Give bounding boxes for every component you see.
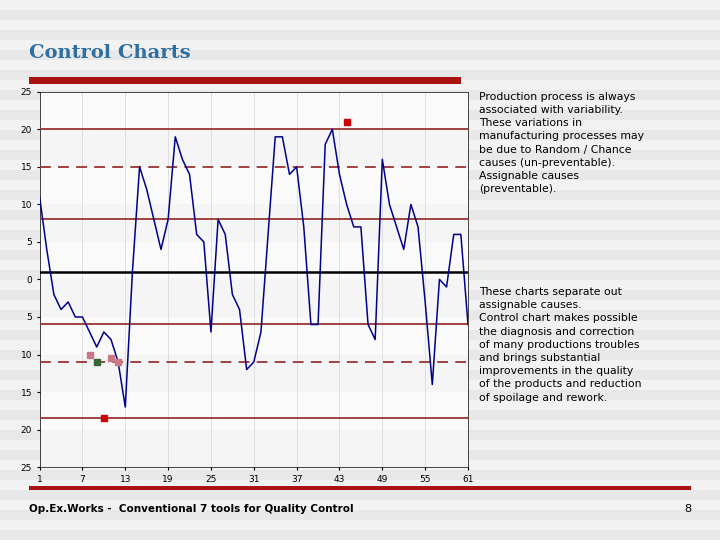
Bar <box>0 420 720 430</box>
Bar <box>0 170 720 180</box>
Bar <box>0 400 720 410</box>
Bar <box>0 260 720 270</box>
Bar <box>0 520 720 530</box>
Bar <box>0 110 720 120</box>
Bar <box>0 30 720 40</box>
Bar <box>0 470 720 480</box>
Bar <box>0 250 720 260</box>
Text: Op.Ex.Works -  Conventional 7 tools for Quality Control: Op.Ex.Works - Conventional 7 tools for Q… <box>29 504 354 514</box>
Bar <box>0 510 720 520</box>
Text: 8: 8 <box>684 504 691 514</box>
Bar <box>0 300 720 310</box>
Bar <box>40 392 468 430</box>
Text: Control Charts: Control Charts <box>29 44 190 62</box>
Bar <box>0 430 720 440</box>
Bar <box>0 370 720 380</box>
Bar <box>40 205 468 242</box>
Bar <box>0 320 720 330</box>
Bar <box>0 100 720 110</box>
Bar <box>0 340 720 350</box>
Bar <box>0 360 720 370</box>
Bar <box>0 310 720 320</box>
Bar <box>0 390 720 400</box>
Bar <box>0 290 720 300</box>
Bar <box>0 0 720 10</box>
Bar <box>0 200 720 210</box>
Bar <box>0 140 720 150</box>
Bar <box>0 410 720 420</box>
Bar <box>40 280 468 317</box>
Bar <box>0 460 720 470</box>
Bar <box>0 20 720 30</box>
Bar <box>0 280 720 290</box>
Bar <box>0 500 720 510</box>
Bar <box>40 430 468 467</box>
Bar <box>0 220 720 230</box>
Bar <box>40 317 468 355</box>
Bar <box>40 167 468 205</box>
Bar <box>0 480 720 490</box>
Bar <box>40 242 468 280</box>
Bar <box>0 490 720 500</box>
Bar <box>0 130 720 140</box>
Bar <box>0 10 720 20</box>
Bar <box>0 120 720 130</box>
Bar <box>0 350 720 360</box>
Bar <box>0 210 720 220</box>
Bar <box>0 190 720 200</box>
Bar <box>0 60 720 70</box>
Bar <box>0 70 720 80</box>
Bar <box>0 440 720 450</box>
Bar <box>40 355 468 392</box>
Bar <box>40 92 468 130</box>
Bar <box>0 270 720 280</box>
Bar <box>40 130 468 167</box>
Bar <box>0 50 720 60</box>
Text: Production process is always
associated with variability.
These variations in
ma: Production process is always associated … <box>479 92 644 194</box>
Bar <box>0 530 720 540</box>
Text: These charts separate out
assignable causes.
Control chart makes possible
the di: These charts separate out assignable cau… <box>479 287 642 402</box>
Bar <box>0 180 720 190</box>
Bar <box>0 450 720 460</box>
Bar <box>0 160 720 170</box>
Bar <box>0 150 720 160</box>
Bar <box>0 240 720 250</box>
Bar <box>0 230 720 240</box>
Bar <box>0 330 720 340</box>
Bar <box>0 380 720 390</box>
Bar <box>0 80 720 90</box>
Bar <box>0 90 720 100</box>
Bar <box>0 40 720 50</box>
